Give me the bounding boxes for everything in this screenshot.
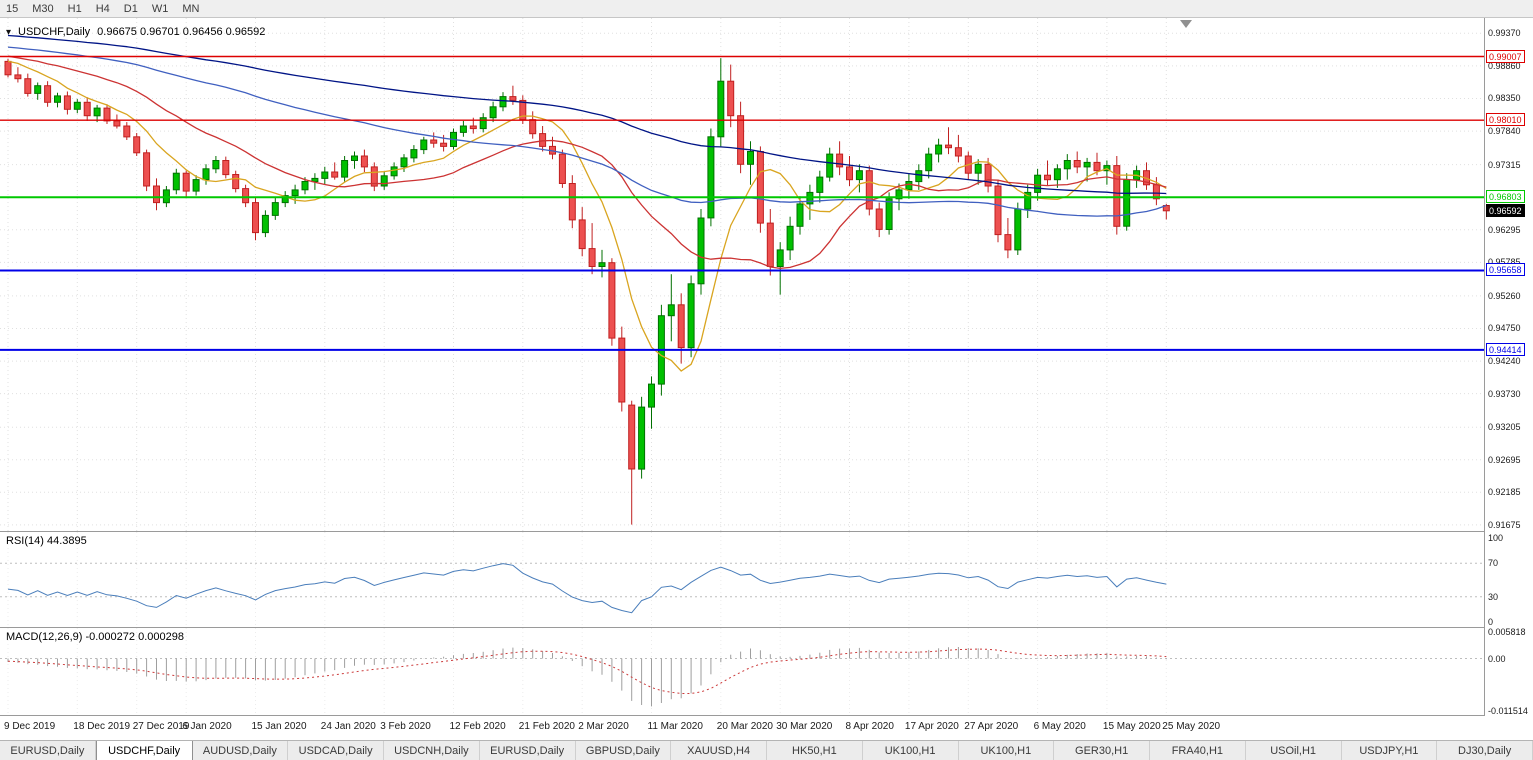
rsi-tick-label: 30 [1488, 591, 1499, 602]
symbol-marker-icon: ▾ [6, 26, 12, 38]
date-tick-label: 17 Apr 2020 [904, 721, 959, 732]
chart-tab-eurusd-daily[interactable]: EURUSD,Daily [479, 741, 576, 760]
date-tick-label: 12 Feb 2020 [449, 721, 506, 732]
chart-tab-eurusd-daily[interactable]: EURUSD,Daily [0, 741, 96, 760]
level-price-label: 0.98010 [1486, 113, 1525, 127]
price-tick-label: 0.98350 [1488, 93, 1521, 104]
price-tick-label: 0.94750 [1488, 323, 1521, 334]
price-tick-label: 0.92695 [1488, 454, 1521, 465]
price-tick-label: 0.99370 [1488, 28, 1521, 39]
timeframe-button-d1[interactable]: D1 [123, 2, 138, 15]
panel-separator [0, 715, 1533, 716]
timeframe-button-h1[interactable]: H1 [67, 2, 82, 15]
time-axis[interactable]: 9 Dec 2019 18 Dec 2019 27 Dec 2019 6 Jan 20… [0, 716, 1533, 739]
chart-tab-gbpusd-daily[interactable]: GBPUSD,Daily [575, 741, 672, 760]
timeframe-button-m30[interactable]: M30 [32, 2, 54, 15]
macd-tick-label: 0.00 [1488, 653, 1506, 664]
macd-tick-label: 0.005818 [1488, 627, 1526, 637]
date-tick-label: 3 Feb 2020 [380, 721, 431, 732]
level-price-label: 0.99007 [1486, 49, 1525, 63]
chart-tab-usdcad-daily[interactable]: USDCAD,Daily [288, 741, 384, 760]
price-tick-label: 0.95785 [1488, 257, 1521, 268]
macd-indicator-label: MACD(12,26,9) -0.000272 0.000298 [6, 631, 184, 643]
price-chart-canvas[interactable] [0, 18, 1484, 531]
chart-tab-usdjpy-h1[interactable]: USDJPY,H1 [1341, 741, 1438, 760]
chart-tab-audusd-daily[interactable]: AUDUSD,Daily [192, 741, 289, 760]
price-tick-label: 0.98860 [1488, 60, 1521, 71]
price-tick-label: 0.91675 [1488, 519, 1521, 530]
price-tick-label: 0.92185 [1488, 487, 1521, 498]
macd-chart-canvas[interactable] [0, 628, 1484, 715]
chart-tab-fra40-h1[interactable]: FRA40,H1 [1150, 741, 1246, 760]
date-tick-label: 21 Feb 2020 [518, 721, 575, 732]
date-tick-label: 24 Jan 2020 [320, 721, 376, 732]
date-tick-label: 27 Dec 2019 [132, 721, 190, 732]
date-tick-label: 15 May 2020 [1102, 721, 1161, 732]
level-price-label: 0.95658 [1486, 263, 1525, 277]
panel-separator [0, 627, 1533, 628]
timeframe-button-mn[interactable]: MN [182, 2, 200, 15]
date-tick-label: 2 Mar 2020 [578, 721, 629, 732]
chart-tab-usoil-h1[interactable]: USOil,H1 [1245, 741, 1342, 760]
chart-tabs-bar: EURUSD,Daily USDCHF,Daily AUDUSD,Daily USDC… [0, 740, 1533, 760]
rsi-tick-label: 100 [1488, 533, 1504, 543]
price-tick-label: 0.97840 [1488, 126, 1521, 137]
rsi-tick-label: 0 [1488, 617, 1494, 627]
chart-tab-dj30-daily[interactable]: DJ30,Daily [1437, 741, 1533, 760]
price-tick-label: 0.93205 [1488, 422, 1521, 433]
date-tick-label: 30 Mar 2020 [776, 721, 833, 732]
chart-shift-marker[interactable] [1180, 20, 1192, 28]
timeframe-toolbar: 15 M30 H1 H4 D1 W1 MN [0, 0, 1533, 18]
timeframe-button-w1[interactable]: W1 [151, 2, 169, 15]
rsi-tick-label: 70 [1488, 558, 1499, 569]
chart-tab-usdchf-daily[interactable]: USDCHF,Daily [95, 741, 193, 760]
rsi-chart-canvas[interactable] [0, 532, 1484, 627]
chart-tab-hk50-h1[interactable]: HK50,H1 [767, 741, 863, 760]
date-tick-label: 8 Apr 2020 [845, 721, 894, 732]
date-tick-label: 20 Mar 2020 [716, 721, 773, 732]
price-tick-label: 0.93730 [1488, 388, 1521, 399]
rsi-indicator-label: RSI(14) 44.3895 [6, 535, 87, 547]
level-price-label: 0.94414 [1486, 342, 1525, 356]
price-axis[interactable]: 0.99370 0.98860 0.98350 0.97840 0.97315 0.962… [1484, 18, 1533, 716]
chart-tab-uk100-h1[interactable]: UK100,H1 [958, 741, 1055, 760]
date-tick-label: 6 Jan 2020 [182, 721, 232, 732]
price-tick-label: 0.97315 [1488, 159, 1521, 170]
date-tick-label: 15 Jan 2020 [251, 721, 307, 732]
price-tick-label: 0.96295 [1488, 224, 1521, 235]
date-tick-label: 6 May 2020 [1033, 721, 1086, 732]
chart-tab-xauusd-h4[interactable]: XAUUSD,H4 [671, 741, 767, 760]
date-tick-label: 27 Apr 2020 [964, 721, 1019, 732]
chart-symbol-period: USDCHF,Daily [18, 26, 91, 38]
chart-tab-usdcnh-daily[interactable]: USDCNH,Daily [384, 741, 480, 760]
macd-tick-label: -0.011514 [1488, 706, 1528, 716]
timeframe-button-h4[interactable]: H4 [95, 2, 110, 15]
date-tick-label: 18 Dec 2019 [73, 721, 131, 732]
chart-title: ▾ USDCHF,Daily 0.96675 0.96701 0.96456 0… [6, 26, 265, 38]
level-price-label: 0.96803 [1486, 190, 1525, 204]
date-tick-label: 9 Dec 2019 [4, 721, 56, 732]
chart-ohlc-values: 0.96675 0.96701 0.96456 0.96592 [97, 26, 266, 38]
price-tick-label: 0.94240 [1488, 356, 1521, 367]
date-tick-label: 25 May 2020 [1162, 721, 1221, 732]
chart-tab-ger30-h1[interactable]: GER30,H1 [1054, 741, 1150, 760]
current-price-label: 0.96592 [1486, 203, 1525, 217]
chart-tab-uk100-h1[interactable]: UK100,H1 [862, 741, 959, 760]
panel-separator [0, 531, 1533, 532]
timeframe-button-15[interactable]: 15 [6, 2, 19, 15]
date-tick-label: 11 Mar 2020 [647, 721, 703, 732]
price-tick-label: 0.95260 [1488, 290, 1521, 301]
